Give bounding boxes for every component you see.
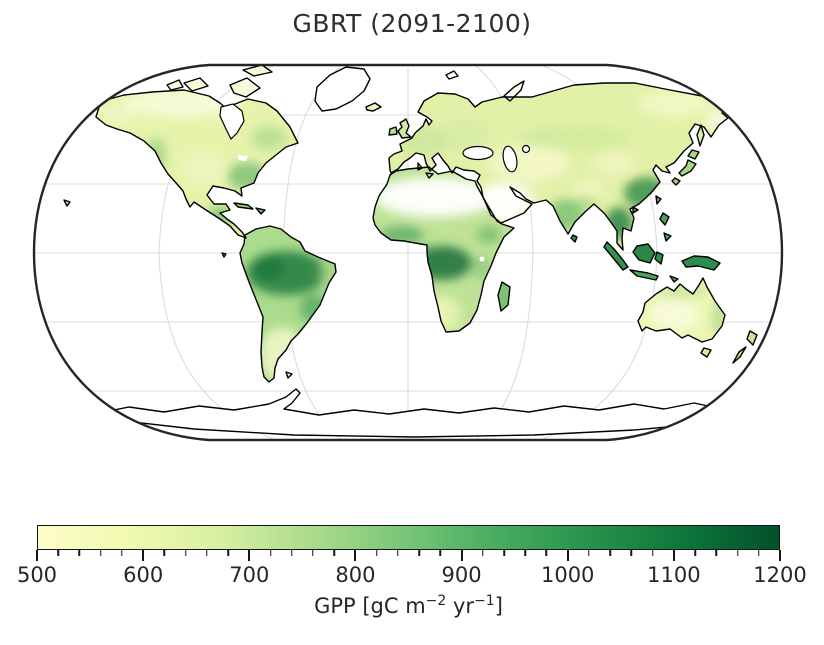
colorbar-label-exponent: −1 bbox=[474, 593, 495, 609]
colorbar-tick bbox=[779, 550, 781, 561]
colorbar-tick bbox=[503, 550, 505, 556]
colorbar-label-exponent: −2 bbox=[425, 593, 447, 609]
colorbar-tick bbox=[736, 550, 739, 556]
colorbar-tick bbox=[57, 550, 59, 556]
colorbar-tick-label: 600 bbox=[123, 563, 164, 587]
colorbar-tick-labels: 500 600 700 800 900 1000 1100 1200 bbox=[17, 563, 807, 590]
colorbar-tick-label: 700 bbox=[229, 563, 270, 587]
colorbar bbox=[37, 525, 780, 550]
colorbar-tick bbox=[121, 550, 123, 556]
aral-sea bbox=[521, 144, 531, 154]
colorbar-tick bbox=[439, 550, 442, 556]
colorbar-tick bbox=[758, 550, 760, 556]
colorbar-tick bbox=[482, 550, 484, 556]
lakes bbox=[237, 155, 485, 262]
colorbar-tick bbox=[269, 550, 272, 556]
colorbar-tick bbox=[588, 550, 590, 556]
colorbar-tick bbox=[312, 550, 314, 556]
great-lakes bbox=[237, 155, 248, 161]
colorbar-tick-label: 1100 bbox=[647, 563, 701, 587]
colorbar-tick bbox=[418, 550, 420, 556]
colorbar-tick bbox=[524, 550, 526, 556]
colorbar-tick bbox=[206, 550, 208, 556]
colorbar-tick bbox=[397, 550, 399, 556]
gpp-shading-eurasia bbox=[398, 89, 733, 239]
colorbar-tick bbox=[694, 550, 696, 556]
colorbar-tick bbox=[545, 550, 548, 556]
colorbar-tick bbox=[36, 550, 38, 561]
colorbar-tick bbox=[354, 550, 357, 561]
plot-title: GBRT (2091-2100) bbox=[292, 9, 532, 38]
caspian-sea bbox=[502, 145, 518, 173]
colorbar-tick bbox=[672, 550, 675, 561]
colorbar-tick bbox=[142, 550, 145, 561]
colorbar-tick-label: 900 bbox=[441, 563, 482, 587]
colorbar-tick-label: 1200 bbox=[753, 563, 807, 587]
colorbar-label-text: GPP [gC m bbox=[314, 594, 426, 618]
colorbar-tick bbox=[78, 550, 81, 556]
colorbar-tick-label: 500 bbox=[16, 563, 58, 587]
colorbar-tick-label: 1000 bbox=[540, 563, 595, 587]
colorbar-label-text: yr bbox=[446, 594, 475, 618]
colorbar-ticks bbox=[36, 550, 781, 563]
colorbar-tick bbox=[248, 550, 251, 561]
colorbar-label: GPP [gC m−2 yr−1] bbox=[37, 593, 780, 618]
colorbar-tick bbox=[630, 550, 633, 556]
colorbar-tick bbox=[290, 550, 293, 556]
colorbar-label-text: ] bbox=[494, 594, 503, 618]
world-map bbox=[32, 63, 784, 442]
colorbar-tick bbox=[715, 550, 718, 556]
colorbar-tick bbox=[333, 550, 335, 556]
colorbar-tick bbox=[566, 550, 569, 561]
inland-seas bbox=[219, 103, 531, 173]
colorbar-tick bbox=[163, 550, 166, 556]
colorbar-tick bbox=[99, 550, 102, 556]
colorbar-tick-label: 800 bbox=[335, 563, 376, 587]
colorbar-tick bbox=[184, 550, 187, 556]
colorbar-tick bbox=[609, 550, 611, 556]
lake-victoria bbox=[479, 256, 485, 262]
colorbar-tick bbox=[460, 550, 463, 561]
colorbar-tick bbox=[651, 550, 654, 556]
colorbar-tick bbox=[227, 550, 229, 556]
black-sea bbox=[462, 145, 494, 161]
colorbar-tick bbox=[375, 550, 378, 556]
